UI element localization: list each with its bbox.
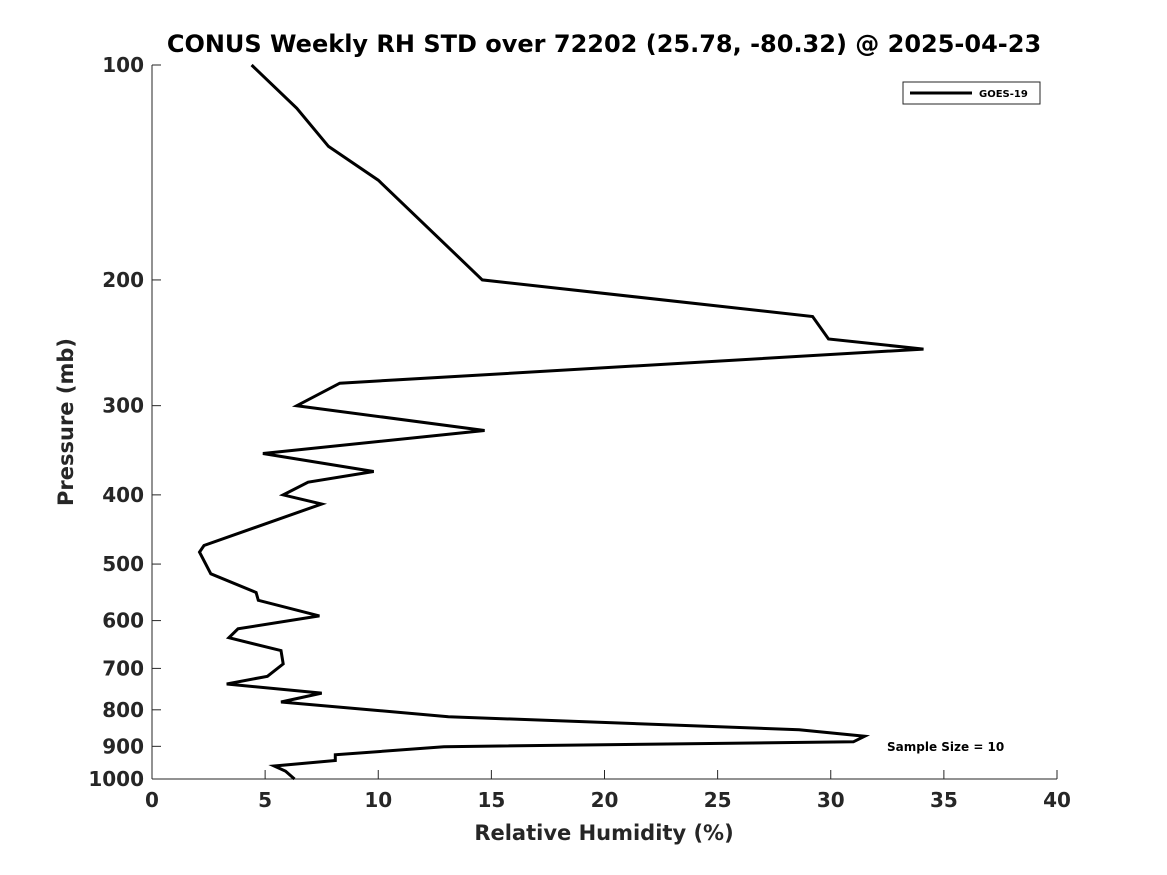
x-tick-label: 0 <box>145 788 159 812</box>
x-axis-label: Relative Humidity (%) <box>474 821 733 845</box>
y-ticks: 100 200 300 400 500 600 700 800 900 1000 <box>88 53 161 791</box>
x-tick-label: 15 <box>477 788 505 812</box>
y-tick-label: 900 <box>102 734 144 758</box>
x-tick-label: 10 <box>364 788 392 812</box>
y-tick-label: 1000 <box>88 767 144 791</box>
plot-background <box>152 65 1057 779</box>
chart-title: CONUS Weekly RH STD over 72202 (25.78, -… <box>167 30 1041 58</box>
y-tick-label: 700 <box>102 656 144 680</box>
x-tick-label: 5 <box>258 788 272 812</box>
y-tick-label: 200 <box>102 268 144 292</box>
x-tick-label: 40 <box>1043 788 1071 812</box>
y-tick-label: 100 <box>102 53 144 77</box>
x-tick-label: 30 <box>817 788 845 812</box>
y-tick-label: 800 <box>102 698 144 722</box>
x-tick-label: 25 <box>704 788 732 812</box>
x-ticks: 0 5 10 15 20 25 30 35 40 <box>145 770 1071 812</box>
plot-area <box>151 65 1057 780</box>
sample-size-annotation: Sample Size = 10 <box>887 740 1004 754</box>
y-tick-label: 600 <box>102 609 144 633</box>
x-tick-label: 20 <box>591 788 619 812</box>
legend: GOES-19 <box>902 81 1041 105</box>
legend-label-goes-19: GOES-19 <box>979 89 1028 100</box>
x-tick-label: 35 <box>930 788 958 812</box>
y-tick-label: 500 <box>102 552 144 576</box>
y-axis-label: Pressure (mb) <box>54 338 78 506</box>
y-tick-label: 400 <box>102 483 144 507</box>
y-tick-label: 300 <box>102 394 144 418</box>
series-line-goes-19 <box>197 63 924 781</box>
